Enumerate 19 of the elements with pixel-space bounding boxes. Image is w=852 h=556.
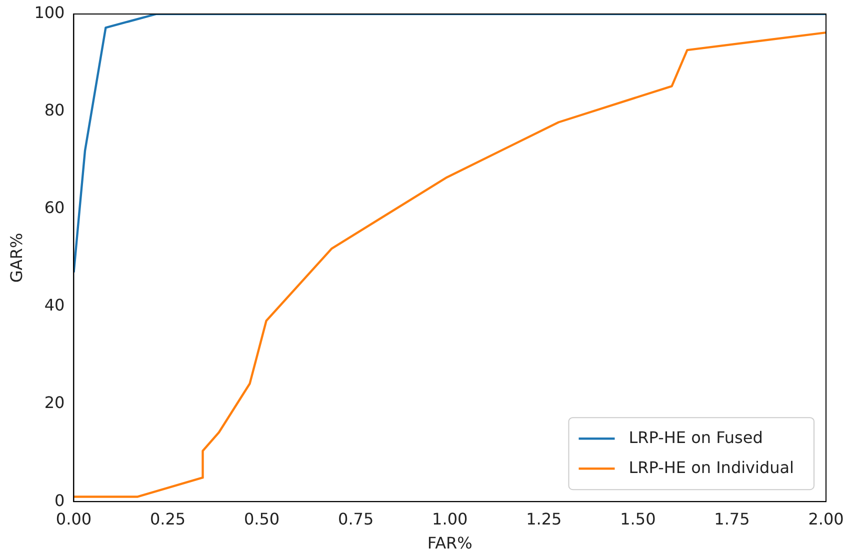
x-axis-title: FAR%	[427, 534, 472, 553]
y-tick-label: 100	[34, 3, 65, 22]
y-axis-title: GAR%	[6, 232, 26, 283]
x-tick-label: 0.75	[338, 509, 374, 528]
x-tick-label: 0.00	[56, 509, 92, 528]
y-tick-label: 80	[44, 100, 65, 120]
y-tick-label: 0	[54, 490, 65, 510]
legend-label: LRP-HE on Individual	[628, 458, 794, 477]
x-tick-label: 0.25	[150, 509, 186, 528]
x-tick-label: 1.75	[714, 509, 750, 528]
x-tick-label: 0.50	[244, 509, 280, 528]
x-tick-label: 2.00	[808, 509, 844, 528]
x-tick-label: 1.50	[620, 509, 656, 528]
y-tick-label: 40	[44, 296, 65, 315]
y-tick-label: 20	[44, 393, 65, 412]
y-tick-label: 60	[44, 198, 65, 218]
x-tick-label: 1.25	[526, 509, 562, 528]
x-tick-label: 1.00	[432, 509, 468, 528]
legend-label: LRP-HE on Fused	[628, 428, 763, 447]
